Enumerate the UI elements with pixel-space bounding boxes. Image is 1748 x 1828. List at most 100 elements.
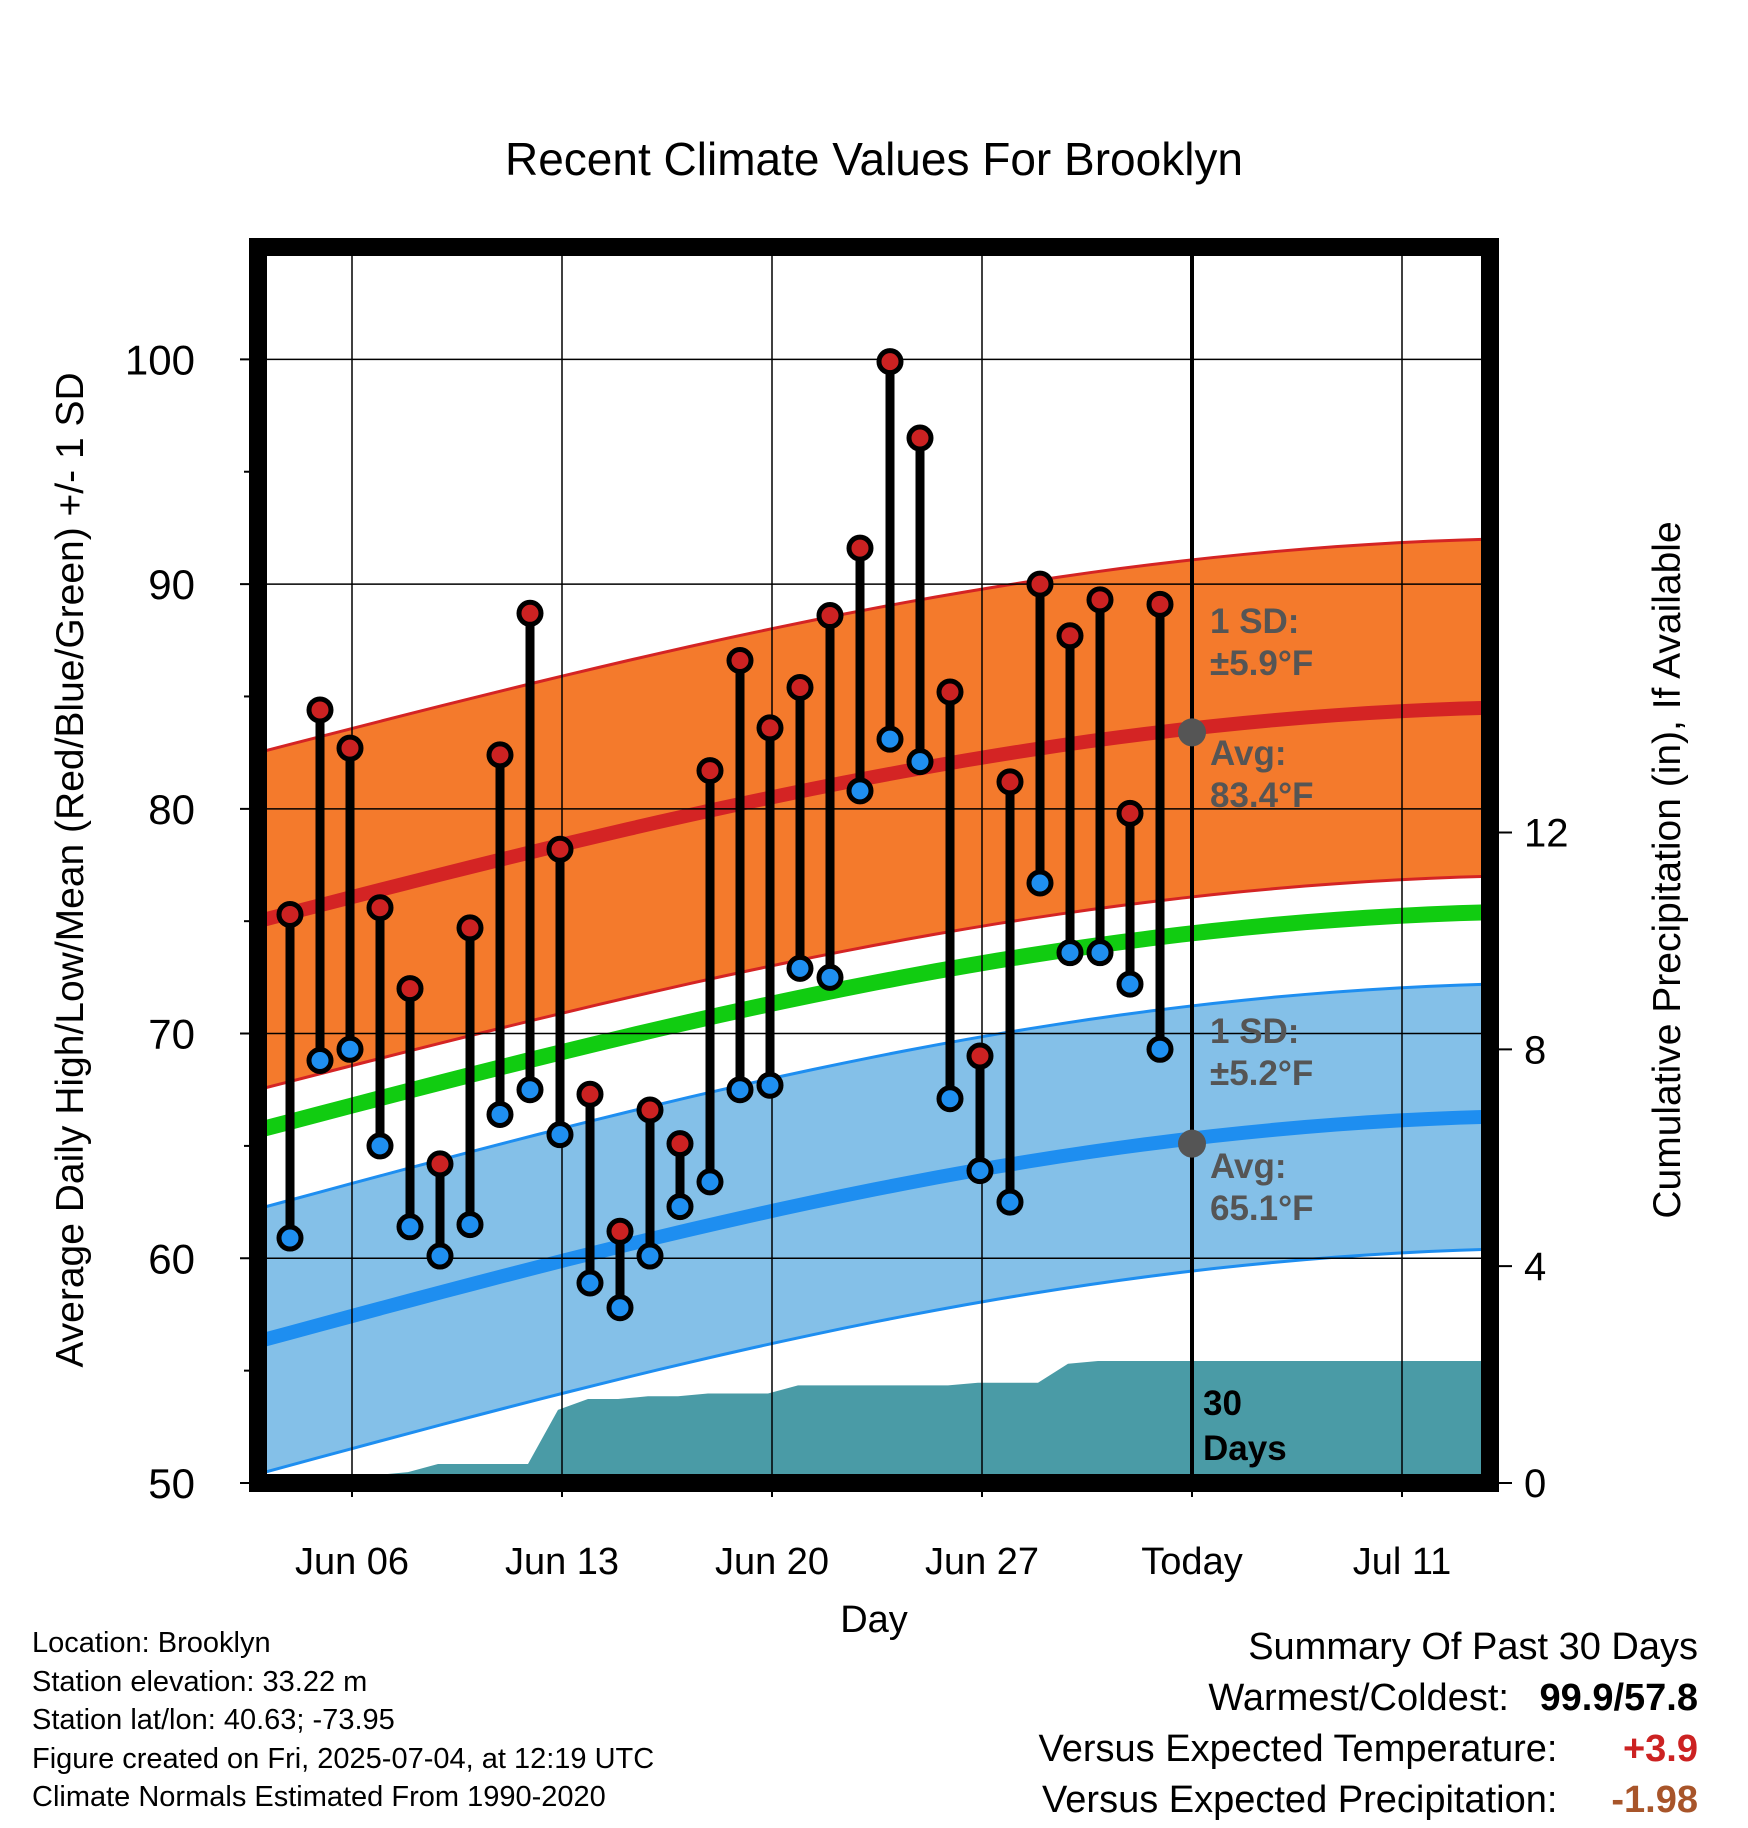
- high-point: [966, 1042, 994, 1070]
- precip-label-days: Days: [1203, 1429, 1287, 1468]
- high-point: [936, 678, 964, 706]
- high-sd-label: 1 SD:: [1210, 602, 1299, 641]
- high-point: [366, 894, 394, 922]
- today-high-avg-marker: [1178, 718, 1206, 747]
- x-tick-label: Today: [1141, 1541, 1242, 1583]
- y-tick-label: 100: [125, 336, 195, 383]
- high-point: [876, 348, 904, 376]
- latlon-text: Station lat/lon: 40.63; -73.95: [32, 1704, 395, 1736]
- y-tick-label: 50: [148, 1460, 195, 1507]
- y2-tick-label: 12: [1524, 811, 1569, 855]
- x-tick-label: Jun 13: [505, 1541, 619, 1583]
- x-tick-label: Jun 20: [715, 1541, 829, 1583]
- low-point: [1146, 1035, 1174, 1063]
- high-point: [1086, 586, 1114, 614]
- high-avg-line: [258, 700, 1490, 928]
- high-point: [426, 1150, 454, 1178]
- created-text: Figure created on Fri, 2025-07-04, at 12…: [32, 1742, 655, 1775]
- high-point: [486, 741, 514, 769]
- high-point: [1056, 622, 1084, 650]
- high-point: [666, 1130, 694, 1158]
- low-point: [936, 1085, 964, 1113]
- elevation-text: Station elevation: 33.22 m: [32, 1665, 368, 1698]
- high-point: [456, 914, 484, 942]
- low-avg-value: 65.1°F: [1210, 1189, 1314, 1228]
- low-point: [336, 1035, 364, 1063]
- today-low-avg-marker: [1178, 1129, 1206, 1158]
- y-tick-label: 60: [148, 1235, 195, 1282]
- low-point: [576, 1269, 604, 1297]
- low-point: [1026, 869, 1054, 897]
- low-point: [1116, 970, 1144, 998]
- low-point: [786, 954, 814, 982]
- low-avg-label: Avg:: [1210, 1147, 1286, 1186]
- high-point: [306, 696, 334, 724]
- y2-axis-label: Cumulative Precipitation (in), If Availa…: [1646, 521, 1689, 1218]
- precip-label: Versus Expected Precipitation:: [1042, 1779, 1558, 1821]
- precip-label-count: 30: [1203, 1384, 1242, 1423]
- x-tick-label: Jun 27: [925, 1541, 1039, 1583]
- station-info: Location: Brooklyn Station elevation: 33…: [32, 1624, 852, 1817]
- low-point: [846, 777, 874, 805]
- low-point: [1086, 939, 1114, 967]
- high-band-lower: [258, 874, 1490, 1092]
- high-point: [276, 900, 304, 928]
- summary-title: Summary Of Past 30 Days: [1248, 1626, 1698, 1668]
- temp-row: Versus Expected Temperature: +3.9: [878, 1724, 1698, 1775]
- temp-label: Versus Expected Temperature:: [1038, 1728, 1558, 1770]
- x-tick-label: Jun 06: [295, 1541, 409, 1583]
- high-point: [816, 602, 844, 630]
- high-point: [1026, 570, 1054, 598]
- low-point: [486, 1100, 514, 1128]
- low-point: [666, 1193, 694, 1221]
- precip-area: [258, 1361, 1490, 1483]
- low-point: [696, 1168, 724, 1196]
- high-point: [906, 424, 934, 452]
- low-point: [1056, 939, 1084, 967]
- low-point: [816, 963, 844, 991]
- y-tick-label: 90: [148, 561, 195, 608]
- y-tick-label: 80: [148, 786, 195, 833]
- low-avg-line: [258, 1109, 1490, 1349]
- low-band: [258, 984, 1490, 1475]
- warm-cold-row: Warmest/Coldest: 99.9/57.8: [878, 1673, 1698, 1724]
- low-band-upper: [258, 982, 1490, 1211]
- low-point: [456, 1211, 484, 1239]
- warm-cold-value: 99.9/57.8: [1539, 1677, 1698, 1719]
- high-band: [258, 539, 1490, 1090]
- y-axis-label: Average Daily High/Low/Mean (Red/Blue/Gr…: [49, 372, 92, 1367]
- y-tick-label: 70: [148, 1011, 195, 1058]
- summary-panel: Summary Of Past 30 Days Warmest/Coldest:…: [878, 1622, 1698, 1826]
- high-point: [786, 673, 814, 701]
- high-point: [846, 534, 874, 562]
- chart-title: Recent Climate Values For Brooklyn: [505, 133, 1243, 185]
- warm-cold-label: Warmest/Coldest:: [1208, 1677, 1509, 1719]
- high-avg-value: 83.4°F: [1210, 776, 1314, 815]
- normals-text: Climate Normals Estimated From 1990-2020: [32, 1781, 606, 1813]
- high-point: [606, 1217, 634, 1245]
- high-point: [636, 1096, 664, 1124]
- low-band-lower: [258, 1247, 1490, 1476]
- high-point: [336, 734, 364, 762]
- low-sd-value: ±5.2°F: [1210, 1054, 1313, 1093]
- high-avg-label: Avg:: [1210, 734, 1286, 773]
- precip-value: -1.98: [1611, 1779, 1698, 1821]
- high-point: [996, 768, 1024, 796]
- high-point: [1146, 590, 1174, 618]
- low-point: [876, 725, 904, 753]
- high-sd-value: ±5.9°F: [1210, 644, 1313, 683]
- axes: 50 60 70 80 90 100 0 4 8 12 Jun 06 Jun 13 Jun 20 Jun …: [125, 238, 1569, 1583]
- y2-tick-label: 8: [1524, 1028, 1546, 1072]
- high-point: [576, 1080, 604, 1108]
- low-sd-label: 1 SD:: [1210, 1012, 1299, 1051]
- low-point: [396, 1213, 424, 1241]
- location-text: Location: Brooklyn: [32, 1627, 271, 1659]
- high-point: [1116, 799, 1144, 827]
- mean-line: [258, 904, 1490, 1138]
- high-point: [696, 757, 724, 785]
- low-point: [276, 1224, 304, 1252]
- y2-tick-label: 0: [1524, 1462, 1546, 1506]
- high-band-upper: [258, 537, 1490, 755]
